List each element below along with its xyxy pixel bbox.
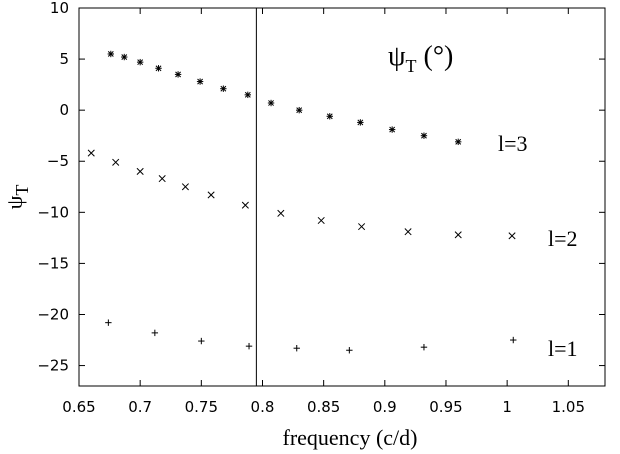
plot-frame: [78, 7, 606, 387]
x-tick-label: 0.8: [251, 398, 275, 416]
point-l3: [107, 50, 115, 58]
point-l3: [267, 99, 275, 107]
series-label-l1: l=1: [548, 336, 578, 361]
point-l3: [455, 138, 462, 146]
y-tick-labels: 10 5 0 −5 −10 −15 −20 −25: [37, 0, 69, 375]
point-l3: [136, 58, 144, 66]
y-tick-label: 5: [59, 50, 69, 68]
point-l2: [241, 201, 249, 209]
point-l2: [454, 231, 462, 239]
x-tick-label: 0.85: [307, 398, 340, 416]
point-l2: [277, 209, 285, 217]
data-marks: [87, 50, 517, 354]
point-l2: [317, 216, 325, 225]
point-l3: [155, 65, 162, 72]
point-l1: [420, 343, 428, 351]
y-tick-label: 0: [59, 101, 69, 119]
series-label-l2: l=2: [548, 226, 578, 251]
point-l3: [121, 53, 128, 61]
x-tick-label: 0.75: [185, 398, 218, 416]
y-axis-title: ψT: [2, 185, 32, 210]
series-labels: l=3 l=2 l=1: [498, 131, 578, 361]
point-l2: [358, 223, 366, 231]
point-l1: [293, 345, 300, 352]
series-label-l3: l=3: [498, 131, 528, 156]
point-l3: [295, 106, 303, 114]
x-tick-label: 0.9: [373, 398, 397, 416]
point-l2: [508, 232, 516, 240]
point-l1: [245, 342, 253, 350]
x-tick-label: 0.7: [128, 398, 152, 416]
y-tick-label: −25: [37, 357, 69, 375]
axis-ticks: [78, 7, 605, 386]
plot-border: [78, 7, 606, 387]
point-l1: [346, 347, 353, 354]
point-l1: [510, 336, 517, 344]
x-tick-label: 1: [502, 398, 512, 416]
point-l1: [198, 337, 205, 345]
point-l3: [244, 91, 252, 99]
point-l2: [207, 191, 215, 199]
x-tick-labels: 0.65 0.7 0.75 0.8 0.85 0.9 0.95 1 1.05: [62, 398, 585, 416]
x-tick-label: 0.65: [62, 398, 95, 416]
point-l3: [420, 132, 428, 139]
y-tick-label: 10: [50, 0, 69, 17]
point-l2: [404, 228, 412, 236]
x-tick-label: 1.05: [552, 398, 585, 416]
point-l3: [388, 126, 396, 133]
x-axis-title: frequency (c/d): [283, 425, 418, 450]
y-tick-label: −5: [47, 152, 69, 170]
point-l3: [326, 113, 333, 120]
y-tick-label: −10: [37, 203, 69, 221]
point-l1: [105, 319, 112, 326]
point-l3: [220, 85, 227, 92]
point-l3: [174, 71, 182, 78]
y-tick-label: −20: [37, 305, 69, 323]
point-l2: [87, 149, 95, 157]
point-l2: [158, 175, 166, 183]
point-l3: [357, 119, 364, 126]
point-l2: [181, 183, 189, 191]
point-l3: [196, 78, 204, 85]
point-l1: [151, 329, 159, 337]
y-tick-label: −15: [37, 254, 69, 272]
point-l2: [136, 167, 144, 176]
point-l2: [112, 158, 120, 166]
plot-annotation: ψT (°): [388, 41, 453, 76]
x-tick-label: 0.95: [429, 398, 462, 416]
